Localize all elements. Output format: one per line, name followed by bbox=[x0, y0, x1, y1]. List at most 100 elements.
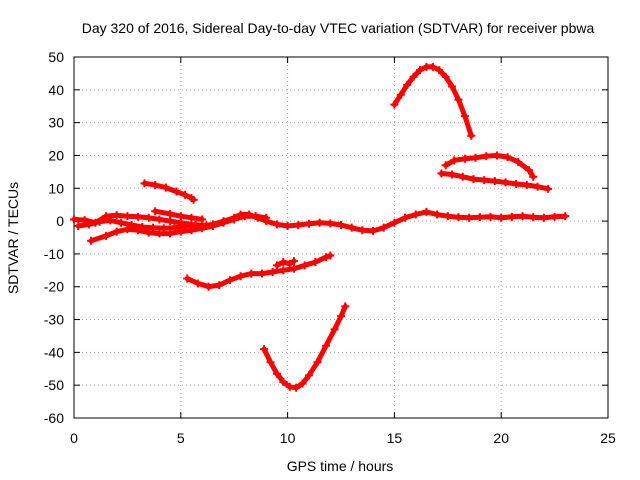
data-point bbox=[304, 371, 313, 380]
chart-title: Day 320 of 2016, Sidereal Day-to-day VTE… bbox=[82, 20, 595, 36]
y-tick-label: 20 bbox=[48, 147, 64, 163]
data-point bbox=[529, 172, 538, 181]
data-point bbox=[123, 212, 132, 221]
series-arc6 bbox=[183, 251, 335, 291]
data-point bbox=[268, 267, 277, 276]
data-point bbox=[390, 100, 399, 109]
data-point bbox=[193, 279, 202, 288]
data-point bbox=[272, 369, 281, 378]
data-point bbox=[550, 212, 559, 221]
data-point bbox=[262, 213, 271, 222]
data-point bbox=[311, 258, 320, 267]
data-point bbox=[181, 222, 190, 231]
data-point bbox=[116, 218, 125, 227]
data-point bbox=[95, 217, 104, 226]
data-point bbox=[230, 215, 239, 224]
data-point bbox=[341, 302, 350, 311]
data-point bbox=[204, 282, 213, 291]
data-point bbox=[138, 222, 147, 231]
y-tick-label: -10 bbox=[44, 246, 64, 262]
data-point bbox=[441, 72, 450, 81]
data-point bbox=[522, 180, 531, 189]
data-point bbox=[112, 227, 121, 236]
data-point bbox=[161, 183, 170, 192]
data-point bbox=[155, 215, 164, 224]
data-point bbox=[183, 274, 192, 283]
data-point bbox=[166, 229, 175, 238]
y-tick-label: 10 bbox=[48, 180, 64, 196]
data-point bbox=[433, 210, 442, 219]
data-point bbox=[172, 187, 181, 196]
data-point bbox=[501, 178, 510, 187]
data-point bbox=[482, 152, 491, 161]
data-point bbox=[529, 213, 538, 222]
data-layer bbox=[70, 62, 570, 392]
data-point bbox=[260, 345, 269, 354]
data-point bbox=[298, 379, 307, 388]
data-point bbox=[441, 161, 450, 170]
data-point bbox=[225, 276, 234, 285]
series-arc2 bbox=[87, 212, 271, 245]
data-point bbox=[561, 212, 570, 221]
data-point bbox=[170, 223, 179, 232]
data-point bbox=[448, 82, 457, 91]
data-point bbox=[87, 236, 96, 245]
x-axis-label: GPS time / hours bbox=[287, 458, 394, 474]
data-point bbox=[454, 213, 463, 222]
data-point bbox=[497, 213, 506, 222]
data-point bbox=[347, 223, 356, 232]
data-point bbox=[539, 213, 548, 222]
data-point bbox=[134, 212, 143, 221]
data-point bbox=[247, 269, 256, 278]
grid bbox=[74, 57, 608, 418]
data-point bbox=[471, 153, 480, 162]
data-point bbox=[166, 209, 175, 218]
data-point bbox=[512, 180, 521, 189]
data-point bbox=[236, 272, 245, 281]
data-point bbox=[257, 269, 266, 278]
data-point bbox=[215, 281, 224, 290]
data-point bbox=[151, 180, 160, 189]
data-point bbox=[401, 213, 410, 222]
data-point bbox=[189, 195, 198, 204]
data-point bbox=[503, 153, 512, 162]
data-point bbox=[279, 258, 288, 267]
data-point bbox=[507, 212, 516, 221]
data-point bbox=[403, 80, 412, 89]
data-point bbox=[283, 222, 292, 231]
data-point bbox=[292, 383, 301, 392]
data-point bbox=[437, 169, 446, 178]
data-point bbox=[285, 259, 294, 268]
data-point bbox=[202, 221, 211, 230]
series-arc8 bbox=[260, 302, 350, 392]
y-axis-label: SDTVAR / TECUs bbox=[5, 182, 21, 294]
data-point bbox=[74, 222, 83, 231]
data-point bbox=[460, 154, 469, 163]
data-point bbox=[191, 221, 200, 230]
data-point bbox=[409, 72, 418, 81]
data-point bbox=[337, 312, 345, 321]
data-point bbox=[149, 223, 158, 232]
series-line bbox=[391, 64, 474, 139]
data-point bbox=[187, 213, 196, 222]
data-point bbox=[337, 221, 345, 230]
data-point bbox=[290, 257, 299, 266]
data-point bbox=[144, 213, 153, 222]
data-point bbox=[140, 179, 149, 188]
data-point bbox=[416, 66, 425, 75]
data-point bbox=[300, 261, 309, 270]
series-line bbox=[443, 153, 536, 180]
data-point bbox=[358, 226, 367, 235]
y-tick-label: -60 bbox=[44, 410, 64, 426]
data-point bbox=[475, 213, 484, 222]
data-point bbox=[379, 223, 388, 232]
data-point bbox=[102, 231, 111, 240]
data-point bbox=[369, 226, 378, 235]
data-point bbox=[396, 90, 405, 99]
data-point bbox=[544, 184, 553, 193]
data-point bbox=[266, 358, 275, 367]
data-point bbox=[480, 176, 489, 185]
data-point bbox=[490, 177, 499, 186]
series-arc10 bbox=[441, 151, 538, 181]
data-point bbox=[443, 212, 452, 221]
